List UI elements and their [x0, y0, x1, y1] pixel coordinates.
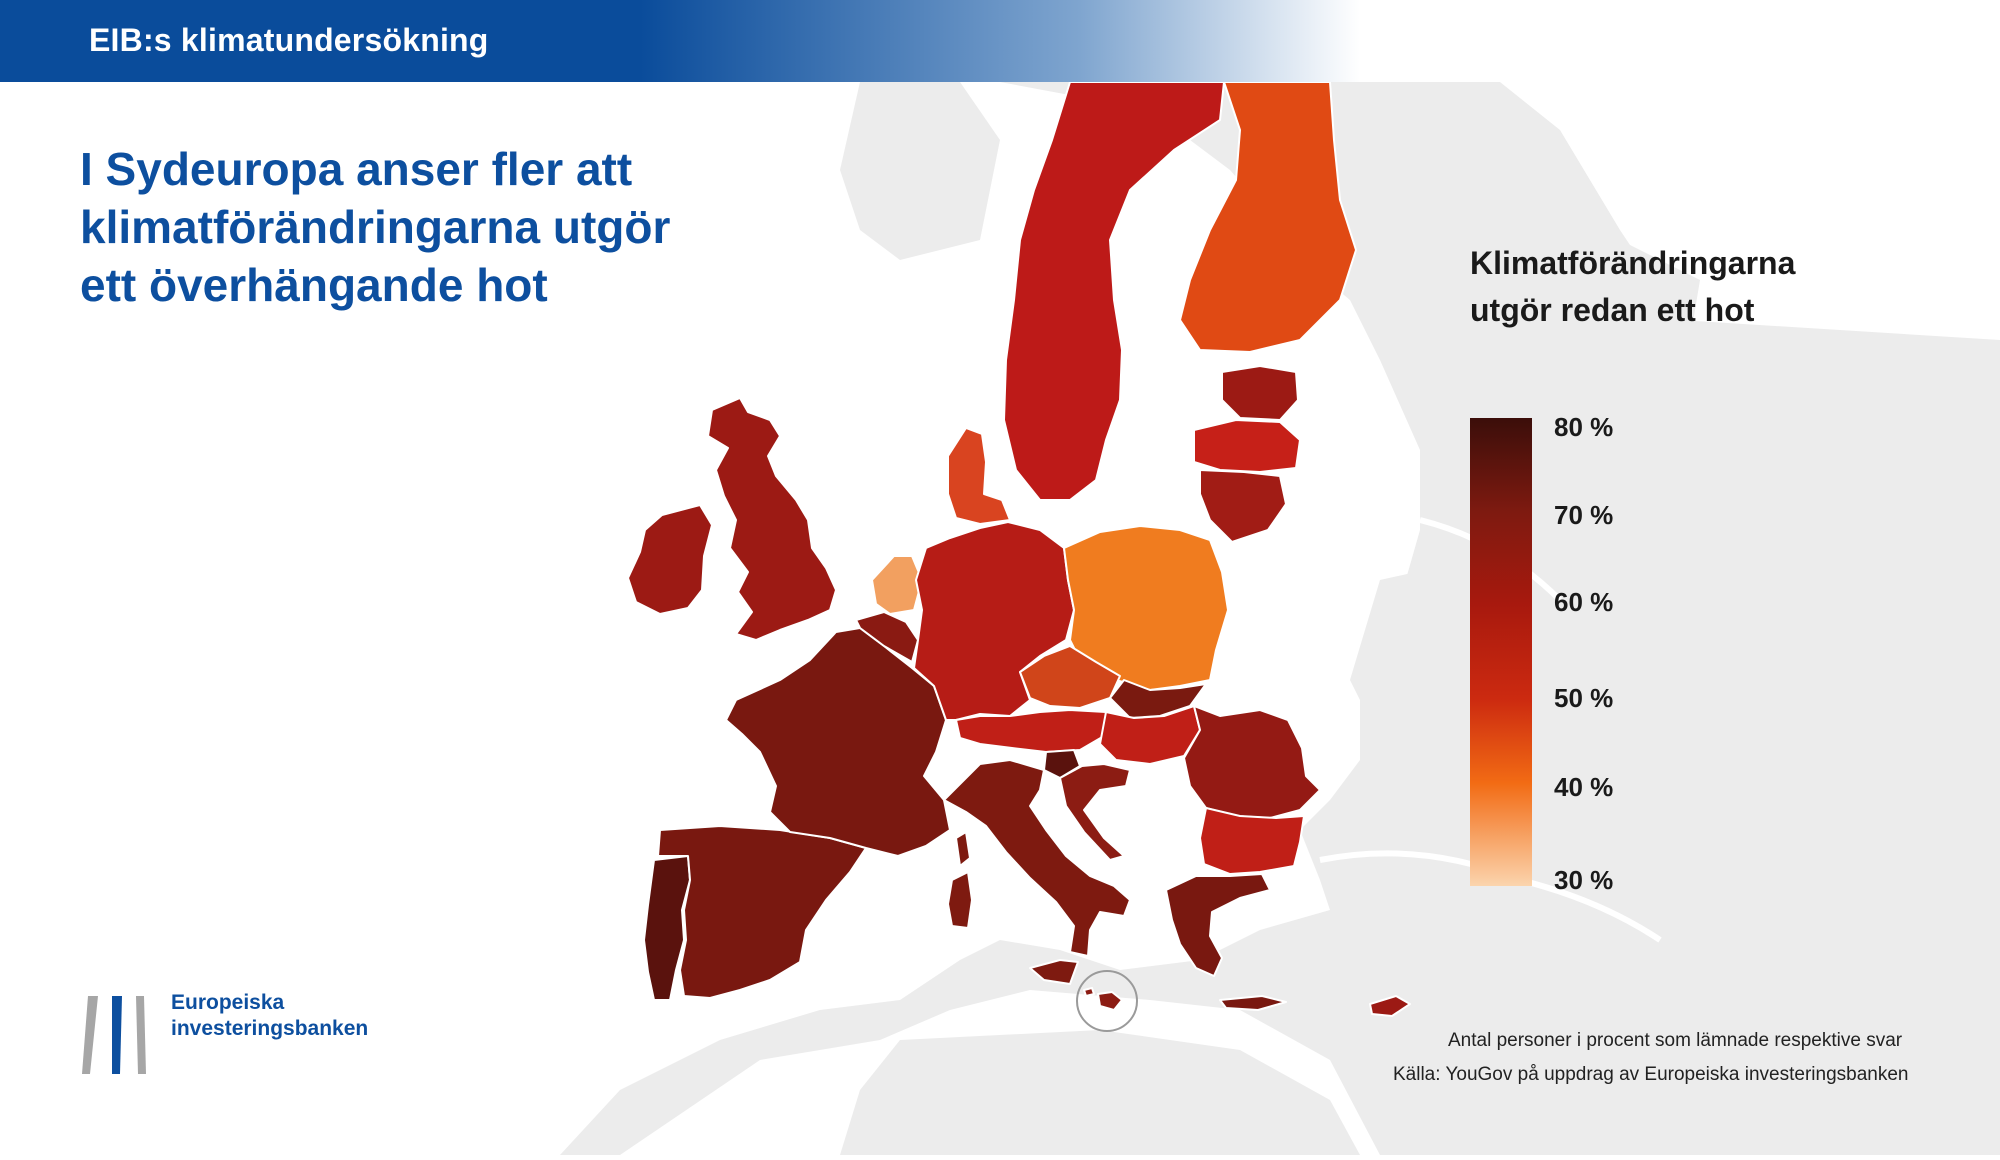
source-credit: Källa: YouGov på uppdrag av Europeiska i… [1393, 1064, 1909, 1085]
region-crete [1219, 995, 1287, 1011]
headline: I Sydeuropa anser fler att klimatförändr… [80, 140, 780, 314]
region-croatia [1059, 763, 1131, 861]
region-cyprus [1369, 995, 1411, 1017]
malta-highlight-circle [1076, 970, 1138, 1032]
region-lithuania [1199, 469, 1287, 543]
region-estonia [1221, 365, 1299, 421]
header-bar: EIB:s klimatundersökning [0, 0, 2000, 82]
region-sicily [1029, 959, 1079, 985]
region-finland [1179, 81, 1357, 353]
region-czechia [1019, 645, 1121, 709]
region-italy [943, 759, 1131, 957]
header-title: EIB:s klimatundersökning [89, 22, 489, 58]
legend-title-line: Klimatförändringarna [1470, 245, 1796, 281]
region-united-kingdom [707, 397, 837, 641]
region-latvia [1193, 419, 1301, 473]
legend-title: Klimatförändringarna utgör redan ett hot [1470, 240, 1795, 334]
region-belgium [855, 611, 919, 663]
region-denmark [947, 427, 1011, 525]
legend-tick-50: 50 % [1554, 683, 1614, 713]
region-poland [1063, 525, 1229, 691]
legend-tick-80: 80 % [1554, 412, 1614, 442]
legend-color-scale [1470, 418, 1532, 886]
region-ireland [627, 504, 713, 615]
region-austria [955, 709, 1107, 753]
region-spain [657, 825, 867, 999]
logo-text: Europeiska investeringsbanken [171, 990, 368, 1042]
eib-logo-icon [82, 996, 146, 1074]
background-land [560, 82, 2000, 1155]
region-greece [1165, 873, 1271, 977]
region-sweden [1003, 81, 1225, 501]
region-netherlands [871, 555, 923, 615]
logo-line: Europeiska [171, 991, 285, 1014]
region-romania [1183, 705, 1321, 819]
europe-map [0, 81, 2000, 1155]
legend-tick-70: 70 % [1554, 500, 1614, 530]
legend-tick-60: 60 % [1554, 587, 1614, 617]
region-bulgaria [1199, 807, 1305, 875]
region-sardinia [947, 871, 973, 929]
legend-tick-30: 30 % [1554, 865, 1614, 895]
headline-line: ett överhängande hot [80, 259, 548, 311]
logo-line: investeringsbanken [171, 1017, 369, 1040]
legend-tick-40: 40 % [1554, 772, 1614, 802]
legend-title-line: utgör redan ett hot [1470, 292, 1755, 328]
region-corsica [955, 831, 971, 867]
survey-note: Antal personer i procent som lämnade res… [1448, 1030, 1903, 1051]
headline-line: I Sydeuropa anser fler att [80, 143, 633, 195]
region-france [725, 627, 951, 857]
headline-line: klimatförändringarna utgör [80, 201, 671, 253]
